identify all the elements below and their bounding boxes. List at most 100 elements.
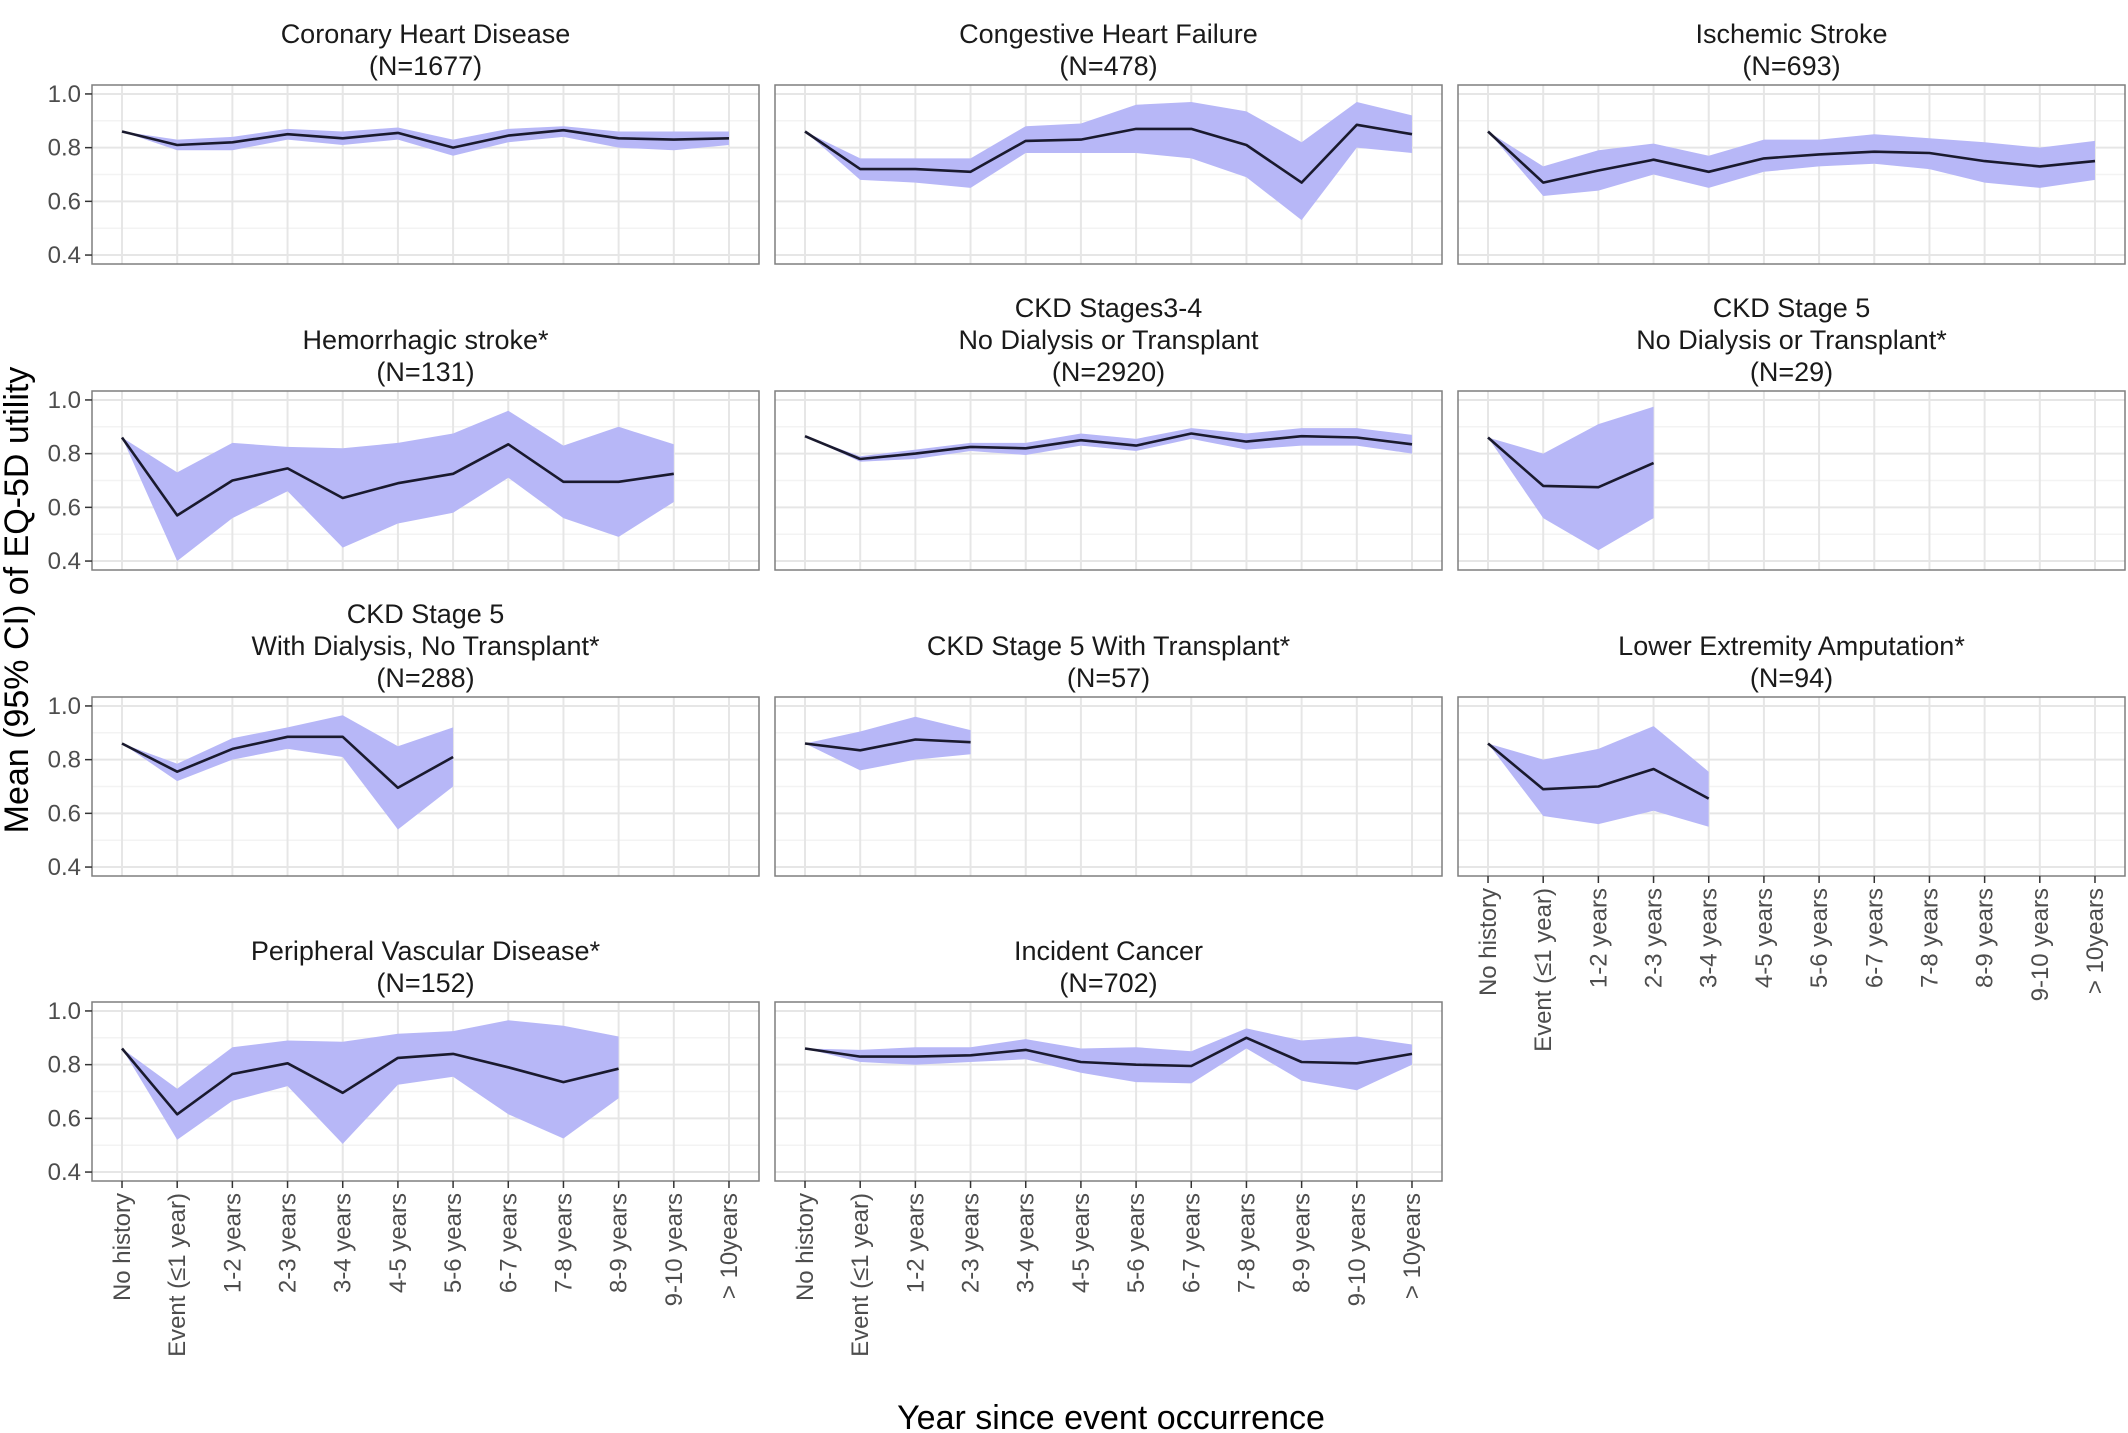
x-tick-label: 8-9 years — [606, 1193, 633, 1293]
y-tick-label: 0.8 — [48, 135, 81, 162]
panel-border — [774, 696, 1443, 877]
x-tick-label: 8-9 years — [1972, 888, 1999, 988]
x-tick-label: 6-7 years — [495, 1193, 522, 1293]
y-tick-label: 0.6 — [48, 800, 81, 827]
x-axis-title: Year since event occurrence — [897, 1399, 1325, 1433]
panel-subtitle: (N=702) — [1059, 968, 1157, 998]
y-tick-label: 0.8 — [48, 747, 81, 774]
panel-title: Coronary Heart Disease — [281, 19, 571, 49]
panel-subtitle: (N=29) — [1750, 357, 1833, 387]
x-tick-label: No history — [109, 1193, 136, 1301]
x-tick-label: 2-3 years — [275, 1193, 302, 1293]
panel-10: Peripheral Vascular Disease*(N=152) 0.4 0.… — [48, 936, 760, 1357]
x-tick-label: 5-6 years — [440, 1193, 467, 1293]
panel-border — [91, 84, 760, 265]
x-tick-label: 1-2 years — [902, 1193, 929, 1293]
mean-line — [121, 1047, 619, 1116]
y-tick-label: 0.8 — [48, 1052, 81, 1079]
panel-border — [91, 390, 760, 571]
y-tick-label: 0.4 — [48, 854, 81, 881]
ci-ribbon — [1488, 131, 2095, 196]
x-tick-label: 5-6 years — [1123, 1193, 1150, 1293]
panel-border — [774, 390, 1443, 571]
panels-group: Coronary Heart Disease(N=1677) 0.4 0.6 0.8 1… — [48, 19, 2126, 1357]
panel-4: Hemorrhagic stroke*(N=131) 0.4 0.6 0.8 1.0 — [48, 325, 760, 575]
panel-title: No Dialysis or Transplant* — [1636, 325, 1947, 355]
x-tick-label: Event (≤1 year) — [847, 1193, 874, 1357]
x-tick-label: 6-7 years — [1861, 888, 1888, 988]
ci-ribbon — [805, 716, 971, 771]
panel-subtitle: (N=57) — [1067, 663, 1150, 693]
x-tick-label: 9-10 years — [661, 1193, 688, 1306]
y-tick-label: 1.0 — [48, 998, 81, 1025]
panel-title: Lower Extremity Amputation* — [1618, 631, 1965, 661]
y-tick-label: 0.4 — [48, 548, 81, 575]
panel-title: Hemorrhagic stroke* — [302, 325, 549, 355]
ci-ribbon — [805, 428, 1412, 462]
x-tick-label: Event (≤1 year) — [164, 1193, 191, 1357]
panel-3: Ischemic Stroke(N=693) — [1457, 19, 2126, 265]
panel-border — [774, 84, 1443, 265]
x-tick-label: 1-2 years — [1585, 888, 1612, 988]
ci-ribbon — [805, 102, 1412, 221]
x-tick-label: > 10years — [1399, 1193, 1426, 1299]
panel-9: Lower Extremity Amputation*(N=94) No hist… — [1457, 631, 2126, 1052]
x-tick-label: 3-4 years — [330, 1193, 357, 1293]
x-tick-label: 3-4 years — [1696, 888, 1723, 988]
panel-title: CKD Stage 5 — [347, 599, 505, 629]
mean-line — [804, 1036, 1413, 1068]
mean-line — [120, 436, 674, 517]
panel-1: Coronary Heart Disease(N=1677) 0.4 0.6 0.8 1… — [48, 19, 760, 269]
panel-title: With Dialysis, No Transplant* — [251, 631, 600, 661]
panel-5: CKD Stages3-4No Dialysis or Transplant(N… — [774, 293, 1443, 571]
panel-subtitle: (N=478) — [1059, 51, 1157, 81]
x-tick-label: No history — [1475, 888, 1502, 996]
y-tick-label: 0.4 — [48, 1159, 81, 1186]
panel-border — [774, 1001, 1443, 1182]
x-tick-label: 8-9 years — [1289, 1193, 1316, 1293]
y-tick-label: 1.0 — [48, 693, 81, 720]
y-axis-title: Mean (95% CI) of EQ-5D utility — [0, 367, 36, 834]
x-tick-label: > 10years — [716, 1193, 743, 1299]
ci-ribbon — [1488, 406, 1654, 551]
ci-ribbon — [122, 410, 674, 561]
panel-title: Ischemic Stroke — [1695, 19, 1887, 49]
panel-border — [91, 1001, 760, 1182]
mean-line — [121, 735, 454, 790]
x-tick-label: No history — [792, 1193, 819, 1301]
panel-border — [91, 696, 760, 877]
mean-line — [804, 123, 1413, 184]
x-tick-label: 4-5 years — [1751, 888, 1778, 988]
x-tick-label: 3-4 years — [1013, 1193, 1040, 1293]
panel-title: Incident Cancer — [1014, 936, 1203, 966]
mean-line — [1487, 130, 2096, 184]
panel-title: CKD Stage 5 With Transplant* — [927, 631, 1291, 661]
x-tick-label: 4-5 years — [385, 1193, 412, 1293]
x-tick-label: 2-3 years — [958, 1193, 985, 1293]
panel-title: CKD Stages3-4 — [1015, 293, 1203, 323]
ci-ribbon — [122, 715, 454, 830]
panel-title: CKD Stage 5 — [1713, 293, 1871, 323]
y-tick-label: 1.0 — [48, 81, 81, 108]
mean-line — [1487, 436, 1655, 489]
x-tick-label: 7-8 years — [1916, 888, 1943, 988]
y-tick-label: 0.6 — [48, 1105, 81, 1132]
x-tick-label: 6-7 years — [1178, 1193, 1205, 1293]
panel-subtitle: (N=693) — [1742, 51, 1840, 81]
x-tick-label: 9-10 years — [2027, 888, 2054, 1001]
x-tick-label: 5-6 years — [1806, 888, 1833, 988]
x-tick-label: > 10years — [2082, 888, 2109, 994]
panel-border — [1457, 84, 2126, 265]
panel-subtitle: (N=2920) — [1052, 357, 1165, 387]
panel-subtitle: (N=152) — [376, 968, 474, 998]
mean-line — [804, 738, 971, 752]
panel-border — [1457, 696, 2126, 877]
x-tick-label: 7-8 years — [550, 1193, 577, 1293]
panel-subtitle: (N=94) — [1750, 663, 1833, 693]
panel-title: Peripheral Vascular Disease* — [251, 936, 601, 966]
panel-11: Incident Cancer(N=702) No history Event (≤… — [774, 936, 1443, 1357]
panel-subtitle: (N=131) — [376, 357, 474, 387]
panel-2: Congestive Heart Failure(N=478) — [774, 19, 1443, 265]
ci-ribbon — [1488, 726, 1709, 827]
